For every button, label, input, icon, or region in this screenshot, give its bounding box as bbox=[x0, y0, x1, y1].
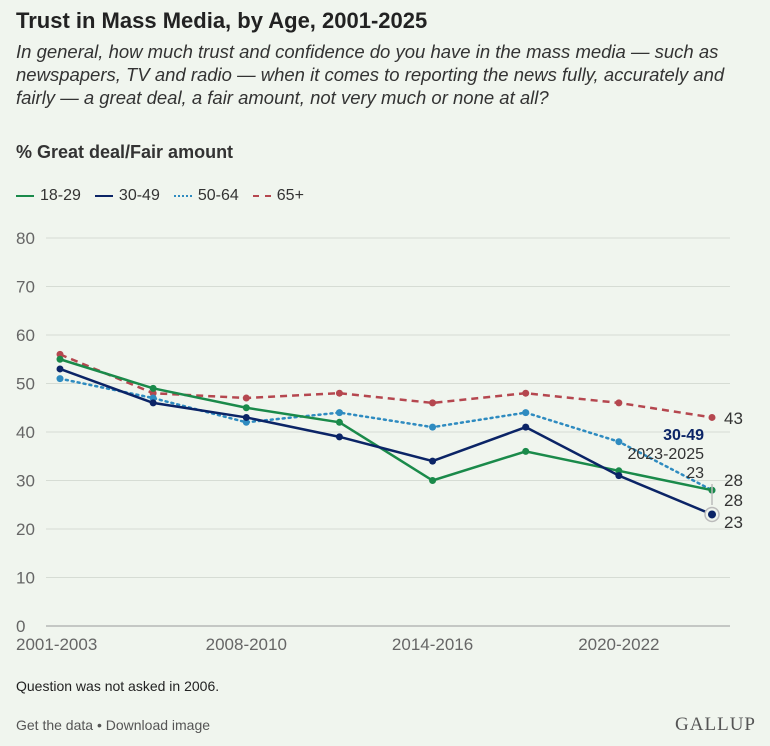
data-point-18-29 bbox=[335, 418, 343, 426]
x-tick-label: 2001-2003 bbox=[16, 635, 97, 654]
data-point-50-64 bbox=[615, 438, 623, 446]
legend-item-30-49[interactable]: 30-49 bbox=[94, 187, 160, 205]
series-line-65+ bbox=[59, 353, 713, 419]
data-point-30-49 bbox=[429, 457, 437, 465]
data-point-30-49 bbox=[708, 510, 716, 519]
x-tick-label: 2014-2016 bbox=[392, 635, 473, 654]
end-value-label: 28 bbox=[724, 491, 743, 510]
data-point-18-29 bbox=[429, 477, 437, 484]
data-point-65+ bbox=[615, 399, 623, 407]
y-axis-label: % Great deal/Fair amount bbox=[16, 142, 234, 162]
y-tick-label: 0 bbox=[16, 617, 25, 636]
tooltip-period: 2023-2025 bbox=[627, 446, 704, 463]
data-point-30-49 bbox=[522, 423, 530, 431]
legend-swatch bbox=[94, 195, 113, 197]
y-tick-label: 50 bbox=[16, 375, 35, 394]
y-tick-label: 70 bbox=[16, 278, 35, 297]
legend-label: 65+ bbox=[276, 187, 304, 204]
legend: 18-29 30-49 50-64 65+ bbox=[16, 187, 304, 205]
data-point-18-29 bbox=[149, 384, 157, 392]
data-point-65+ bbox=[149, 389, 157, 397]
legend-item-50-64[interactable]: 50-64 bbox=[173, 187, 239, 205]
legend-swatch bbox=[252, 195, 271, 197]
data-point-30-49 bbox=[149, 399, 157, 407]
data-point-30-49 bbox=[615, 472, 623, 480]
legend-item-18-29[interactable]: 18-29 bbox=[16, 187, 81, 205]
data-point-65+ bbox=[708, 413, 716, 421]
data-point-65+ bbox=[242, 394, 250, 402]
legend-label: 50-64 bbox=[197, 187, 239, 204]
legend-label: 18-29 bbox=[40, 187, 81, 204]
data-point-50-64 bbox=[56, 375, 64, 383]
end-value-label: 43 bbox=[724, 409, 743, 428]
data-point-50-64 bbox=[429, 423, 437, 431]
end-value-label: 23 bbox=[724, 513, 743, 532]
legend-swatch bbox=[173, 195, 192, 197]
x-tick-label: 2020-2022 bbox=[578, 635, 659, 654]
separator: • bbox=[93, 717, 106, 733]
data-point-50-64 bbox=[242, 418, 250, 426]
end-value-label: 28 bbox=[724, 471, 743, 490]
chart-subtitle: In general, how much trust and confidenc… bbox=[16, 41, 725, 108]
series-line-30-49 bbox=[59, 367, 713, 516]
data-point-65+ bbox=[429, 399, 437, 407]
get-data-link[interactable]: Get the data bbox=[16, 717, 94, 733]
data-point-30-49 bbox=[56, 365, 64, 373]
data-point-30-49 bbox=[335, 433, 343, 441]
data-point-65+ bbox=[335, 389, 343, 397]
x-tick-label: 2008-2010 bbox=[206, 635, 287, 654]
data-point-18-29 bbox=[242, 404, 250, 412]
y-tick-label: 20 bbox=[16, 520, 35, 539]
data-point-50-64 bbox=[522, 409, 530, 417]
y-tick-label: 40 bbox=[16, 423, 35, 442]
footnote: Question was not asked in 2006. bbox=[16, 678, 220, 694]
y-tick-label: 30 bbox=[16, 472, 35, 491]
tooltip-series: 30-49 bbox=[663, 427, 704, 444]
series-line-18-29 bbox=[59, 358, 713, 492]
data-point-18-29 bbox=[522, 447, 530, 455]
data-point-50-64 bbox=[149, 394, 157, 402]
gallup-logo: GALLUP bbox=[675, 714, 756, 735]
tooltip-value: 23 bbox=[686, 465, 704, 482]
y-tick-label: 10 bbox=[16, 569, 35, 588]
data-point-18-29 bbox=[615, 467, 623, 475]
data-point-30-49 bbox=[242, 413, 250, 421]
data-point-50-64 bbox=[335, 409, 343, 417]
legend-swatch bbox=[16, 195, 34, 197]
y-tick-label: 80 bbox=[16, 229, 35, 248]
footer-links: Get the data • Download image bbox=[16, 717, 210, 733]
y-tick-label: 60 bbox=[16, 326, 35, 345]
legend-label: 30-49 bbox=[118, 187, 160, 204]
data-point-65+ bbox=[56, 350, 64, 358]
chart-title: Trust in Mass Media, by Age, 2001-2025 bbox=[16, 8, 428, 33]
data-point-18-29 bbox=[56, 355, 64, 363]
series-line-50-64 bbox=[58, 377, 714, 492]
data-point-65+ bbox=[522, 389, 530, 397]
download-image-link[interactable]: Download image bbox=[105, 717, 211, 733]
legend-item-65+[interactable]: 65+ bbox=[252, 187, 304, 205]
